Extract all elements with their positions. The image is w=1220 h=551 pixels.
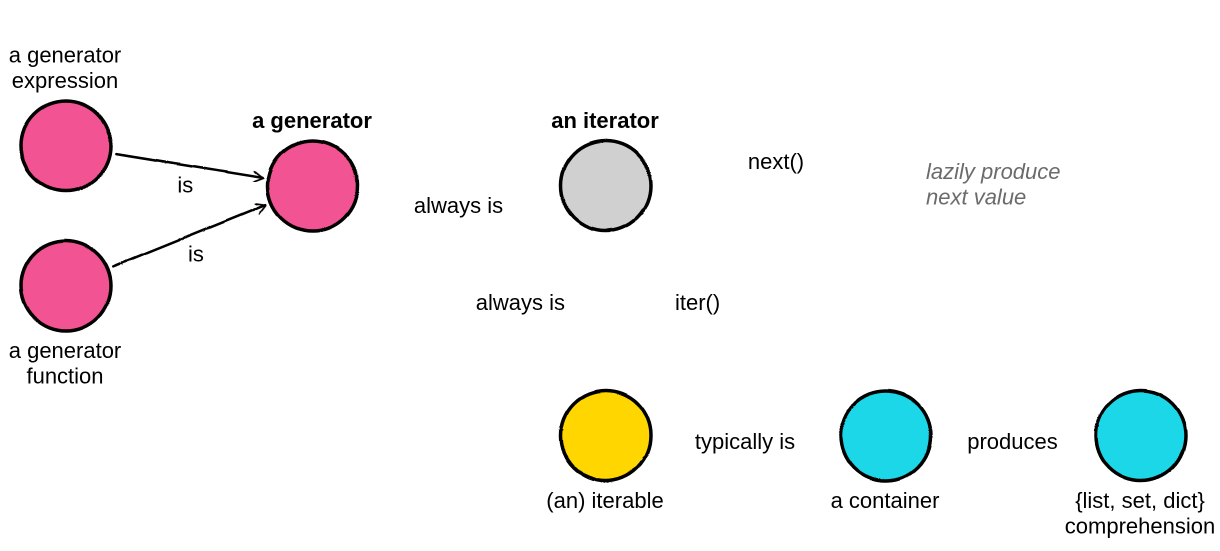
node-label-container: a container [831,488,940,513]
node-gen-expr [20,100,110,190]
node-label-gen-expr: a generatorexpression [9,43,122,93]
node-container [840,390,930,480]
nodes-layer [20,100,1185,480]
diagram-canvas: is is always is always is iter() typically is… [0,0,1220,551]
node-gen-func [20,240,110,330]
terminal-text: lazily producenext value [926,159,1061,209]
edge-label-iterator-iterable: always is [476,290,565,315]
node-generator [267,140,357,230]
node-label-comprehension: {list, set, dict}comprehension [1065,488,1215,538]
edge-label-generator-iterator: always is [414,193,503,218]
edge-label-terminal: next() [748,149,804,174]
edge-label-gen-func-generator: is [188,242,204,267]
edge-label-container-iterable: typically is [695,429,795,454]
node-label-gen-func: a generatorfunction [9,338,122,388]
node-label-iterator: an iterator [551,108,659,133]
edge-label-gen-expr-generator: is [177,173,193,198]
node-comprehension [1095,390,1185,480]
edge-label-comprehension-container: produces [967,429,1058,454]
node-label-iterable: (an) iterable [546,488,663,513]
node-iterator [560,140,650,230]
node-label-generator: a generator [252,108,372,133]
edge-label-iterable-iterator: iter() [675,290,720,315]
node-iterable [560,390,650,480]
